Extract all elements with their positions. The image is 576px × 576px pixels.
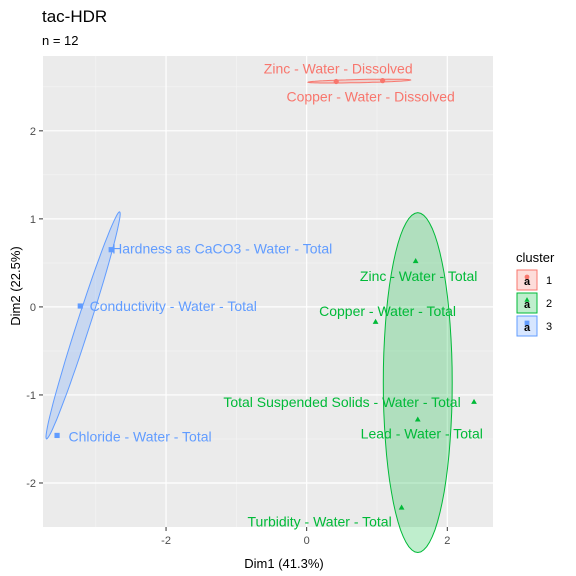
chart-subtitle: n = 12 — [42, 33, 79, 48]
point-label: Total Suspended Solids - Water - Total — [223, 394, 460, 410]
point-labels: Zinc - Water - Dissolved Copper - Water -… — [68, 61, 482, 530]
plot-panel — [43, 56, 493, 527]
data-point — [398, 504, 405, 510]
point-label: Zinc - Water - Dissolved — [264, 61, 413, 77]
cluster-points — [54, 78, 477, 510]
y-tick-label: -1 — [26, 390, 36, 402]
cluster-ellipses — [45, 78, 453, 554]
x-tick-label: 2 — [444, 535, 450, 547]
point-label: Copper - Water - Dissolved — [286, 89, 454, 105]
point-label: Zinc - Water - Total — [360, 268, 477, 284]
data-point — [471, 398, 477, 404]
minor-gridlines — [43, 56, 493, 527]
x-tick-label: 0 — [304, 535, 310, 547]
legend-key-glyph: a — [524, 299, 531, 311]
data-point — [414, 416, 421, 422]
cluster-ellipse-3 — [45, 211, 121, 440]
legend-key — [516, 315, 538, 337]
point-label: Turbidity - Water - Total — [248, 514, 392, 530]
point-label: Chloride - Water - Total — [68, 428, 211, 444]
y-axis: -2 -1 0 1 2 — [26, 126, 43, 490]
data-point — [108, 247, 114, 253]
legend-key-glyph: a — [524, 276, 531, 288]
legend-key — [516, 269, 538, 291]
point-label: Hardness as CaCO3 - Water - Total — [112, 241, 332, 257]
point-label: Lead - Water - Total — [361, 426, 483, 442]
y-tick-label: 0 — [30, 302, 36, 314]
legend-label: 2 — [546, 298, 552, 310]
cluster-ellipse-2 — [382, 212, 453, 554]
x-axis-title: Dim1 (41.3%) — [244, 556, 323, 571]
x-axis: -2 0 2 — [161, 527, 450, 547]
legend-title: cluster — [516, 250, 555, 265]
legend-key — [516, 292, 538, 314]
data-point — [372, 318, 379, 324]
y-axis-title: Dim2 (22.5%) — [8, 246, 23, 325]
x-tick-label: -2 — [161, 535, 171, 547]
chart-title: tac-HDR — [42, 7, 107, 26]
y-tick-label: -2 — [26, 478, 36, 490]
legend-marker — [524, 320, 530, 326]
data-point — [54, 432, 60, 439]
point-label: Copper - Water - Total — [319, 303, 456, 319]
data-point — [333, 78, 339, 85]
data-point — [412, 258, 419, 264]
point-label: Conductivity - Water - Total — [90, 298, 257, 314]
y-tick-label: 2 — [30, 126, 36, 138]
legend-key-glyph: a — [524, 322, 531, 334]
legend-label: 3 — [546, 321, 552, 333]
legend-marker — [524, 297, 530, 302]
data-point — [380, 78, 386, 84]
y-tick-label: 1 — [30, 214, 36, 226]
legend-label: 1 — [546, 275, 552, 287]
data-point — [77, 303, 83, 309]
legend-marker — [524, 274, 530, 280]
legend: cluster a 1 a 2 a 3 — [516, 250, 555, 337]
